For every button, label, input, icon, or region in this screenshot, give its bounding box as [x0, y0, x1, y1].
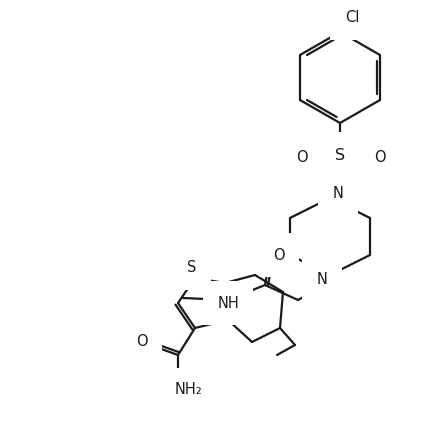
Text: S: S: [187, 261, 197, 276]
Text: O: O: [136, 335, 148, 350]
Text: O: O: [273, 248, 285, 262]
Text: NH₂: NH₂: [174, 383, 202, 397]
Text: N: N: [333, 185, 344, 200]
Text: Cl: Cl: [345, 10, 359, 25]
Text: O: O: [374, 150, 386, 166]
Text: S: S: [335, 147, 345, 163]
Text: NH: NH: [217, 295, 239, 310]
Text: N: N: [316, 273, 327, 288]
Text: O: O: [296, 150, 308, 166]
